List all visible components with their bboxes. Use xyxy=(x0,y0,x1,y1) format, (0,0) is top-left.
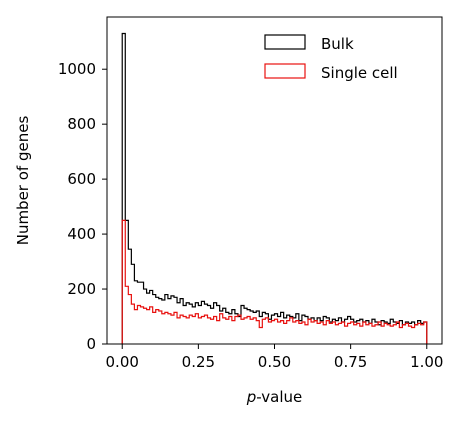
x-tick-label: 1.00 xyxy=(410,353,443,371)
x-tick-label: 0.75 xyxy=(334,353,367,371)
plot-area xyxy=(121,32,428,344)
y-tick-label: 200 xyxy=(67,280,96,298)
legend-entry-single-cell: Single cell xyxy=(264,63,398,82)
legend-entry-bulk: Bulk xyxy=(264,34,354,53)
x-axis-label-prefix: p xyxy=(246,388,257,406)
x-tick-label: 0.50 xyxy=(258,353,291,371)
y-tick-label: 400 xyxy=(67,225,96,243)
series-bulk-histogram xyxy=(121,32,428,344)
legend-label-bulk: Bulk xyxy=(321,35,354,53)
legend-swatch-bulk xyxy=(264,34,306,50)
y-axis: 0 200 400 600 800 1000 xyxy=(58,60,107,353)
x-axis-label: p-value xyxy=(246,388,303,406)
y-tick-label: 1000 xyxy=(58,60,96,78)
y-tick-label: 0 xyxy=(86,335,96,353)
x-tick-label: 0.00 xyxy=(106,353,139,371)
x-axis: 0.00 0.25 0.50 0.75 1.00 xyxy=(106,344,443,371)
series-single-cell-histogram xyxy=(121,219,428,344)
legend-swatch-single-cell xyxy=(264,63,306,79)
y-axis-label: Number of genes xyxy=(14,116,32,246)
legend: Bulk Single cell xyxy=(264,34,398,82)
x-tick-label: 0.25 xyxy=(182,353,215,371)
legend-label-single-cell: Single cell xyxy=(321,64,398,82)
x-axis-label-suffix: -value xyxy=(256,388,302,406)
y-tick-label: 600 xyxy=(67,170,96,188)
y-tick-label: 800 xyxy=(67,115,96,133)
